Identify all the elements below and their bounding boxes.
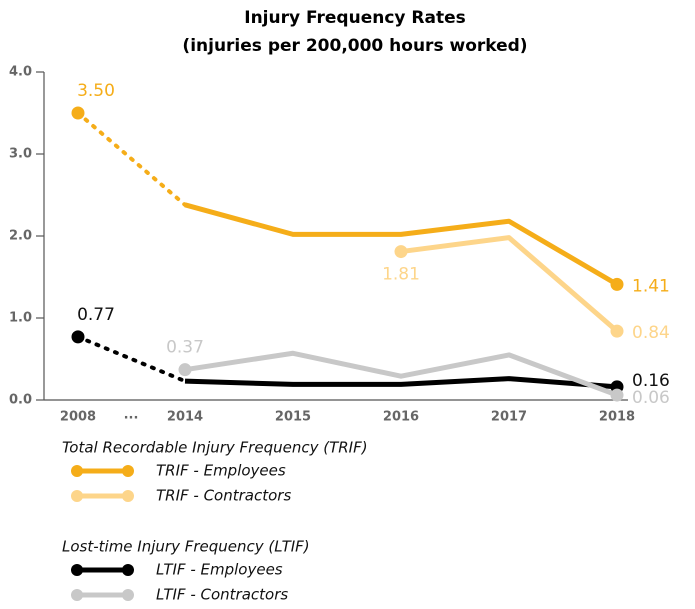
legend-group-title: Lost-time Injury Frequency (LTIF) xyxy=(62,538,310,556)
x-tick-label: 2016 xyxy=(383,410,419,425)
value-label: 0.37 xyxy=(166,338,204,358)
legend-dot xyxy=(71,589,83,601)
line-connector xyxy=(76,334,187,384)
legend-label: TRIF - Contractors xyxy=(156,487,291,505)
y-tick-label: 0.0 xyxy=(9,393,32,408)
point xyxy=(394,245,408,259)
x-tick-label: 2008 xyxy=(60,410,96,425)
legend-dot xyxy=(122,589,134,601)
legend-dot xyxy=(122,564,134,576)
chart-title: Injury Frequency Rates xyxy=(244,8,466,28)
legend-dot xyxy=(122,465,134,477)
point xyxy=(178,363,192,377)
x-gap-label: ... xyxy=(124,408,139,423)
legend-dot xyxy=(71,465,83,477)
y-tick-label: 2.0 xyxy=(9,229,32,244)
legend-label: TRIF - Employees xyxy=(156,462,286,480)
value-label: 1.41 xyxy=(632,276,670,296)
line xyxy=(184,350,618,398)
x-tick-label: 2018 xyxy=(599,410,635,425)
x-tick-label: 2017 xyxy=(491,410,527,425)
value-label: 0.06 xyxy=(632,388,670,408)
legend-label: LTIF - Contractors xyxy=(156,586,288,604)
legend-dot xyxy=(122,490,134,502)
line xyxy=(184,376,618,390)
chart-subtitle: (injuries per 200,000 hours worked) xyxy=(182,36,527,56)
value-label: 0.16 xyxy=(632,371,670,391)
y-tick-label: 4.0 xyxy=(9,65,32,80)
legend-label: LTIF - Employees xyxy=(156,561,283,579)
legend-dot xyxy=(71,490,83,502)
point xyxy=(71,106,85,120)
point xyxy=(610,277,624,291)
legend-group-title: Total Recordable Injury Frequency (TRIF) xyxy=(62,439,368,457)
point xyxy=(610,324,624,338)
value-label: 3.50 xyxy=(77,81,115,101)
x-tick-label: 2014 xyxy=(167,410,203,425)
value-label: 0.77 xyxy=(77,305,115,325)
line xyxy=(184,202,619,287)
point xyxy=(71,330,85,344)
value-label: 1.81 xyxy=(382,265,420,285)
line xyxy=(400,235,619,334)
y-tick-label: 3.0 xyxy=(9,147,32,162)
point xyxy=(610,388,624,402)
y-tick-label: 1.0 xyxy=(9,311,32,326)
value-label: 0.84 xyxy=(632,323,670,343)
legend-dot xyxy=(71,564,83,576)
line-connector xyxy=(76,111,187,207)
x-tick-label: 2015 xyxy=(275,410,311,425)
